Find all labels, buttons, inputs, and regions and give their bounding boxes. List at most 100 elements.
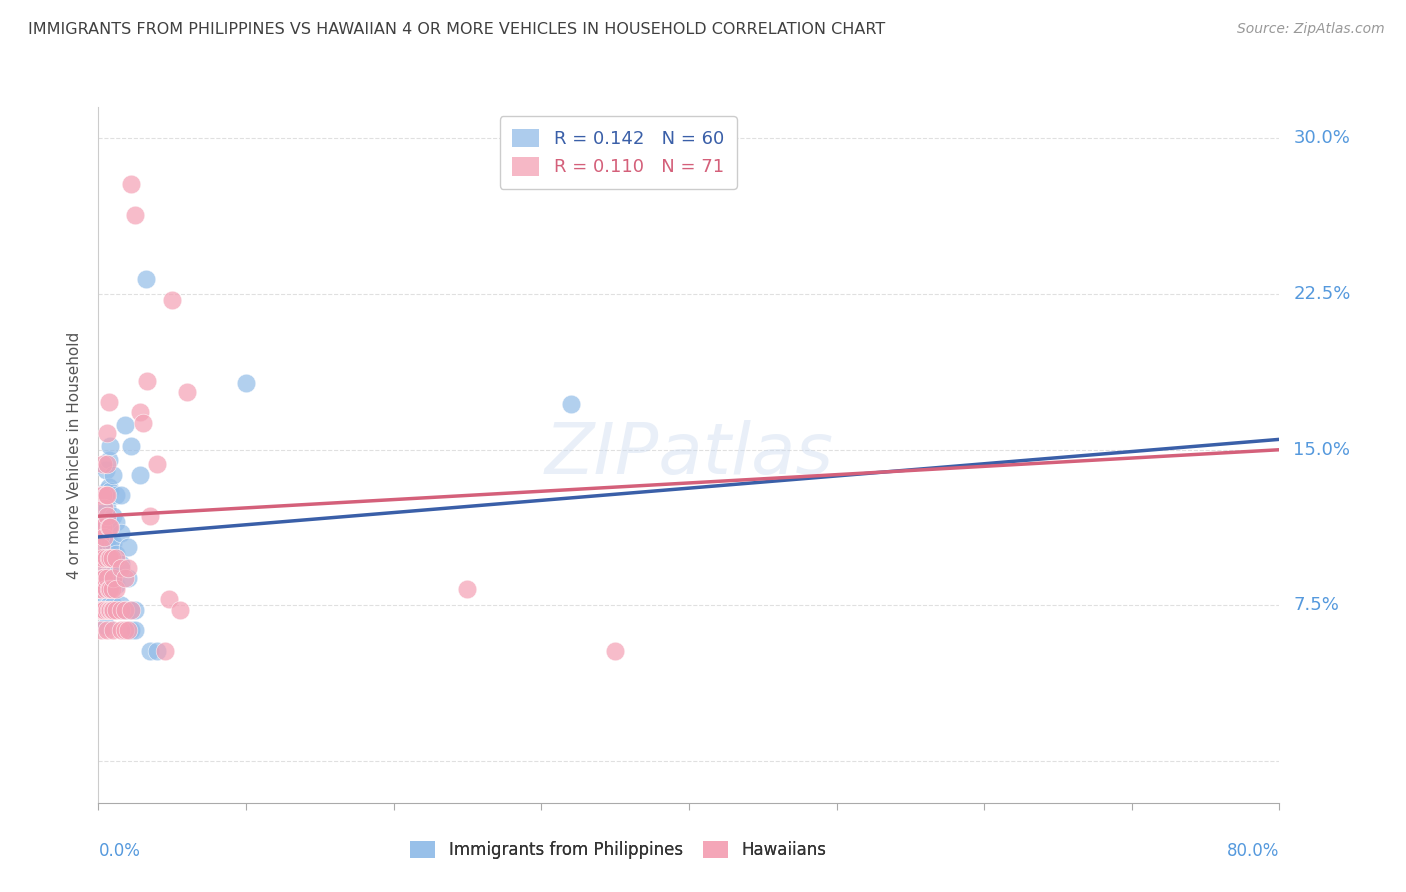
Point — [98, 536, 121, 550]
Point — [105, 550, 128, 565]
Point — [97, 547, 120, 561]
Point — [94, 557, 117, 571]
Point — [110, 624, 132, 638]
Point — [94, 582, 117, 596]
Point — [100, 582, 122, 596]
Point — [103, 509, 125, 524]
Point — [103, 467, 125, 482]
Point — [120, 602, 142, 616]
Point — [90, 561, 112, 575]
Point — [103, 536, 125, 550]
Point — [96, 572, 118, 586]
Point — [114, 624, 136, 638]
Point — [89, 530, 111, 544]
Point — [128, 405, 150, 419]
Text: Source: ZipAtlas.com: Source: ZipAtlas.com — [1237, 22, 1385, 37]
Point — [114, 417, 136, 432]
Point — [97, 453, 120, 467]
Point — [94, 509, 117, 524]
Point — [146, 644, 169, 658]
Point — [94, 619, 117, 633]
Text: 22.5%: 22.5% — [1294, 285, 1351, 303]
Point — [105, 488, 128, 502]
Point — [146, 457, 169, 471]
Point — [97, 519, 120, 533]
Point — [90, 602, 112, 616]
Point — [94, 484, 117, 499]
Point — [120, 602, 142, 616]
Point — [93, 572, 115, 586]
Point — [91, 550, 114, 565]
Point — [91, 602, 114, 616]
Point — [135, 272, 157, 286]
Point — [93, 500, 115, 515]
Point — [93, 602, 115, 616]
Point — [96, 500, 118, 515]
Point — [91, 572, 114, 586]
Point — [105, 547, 128, 561]
Point — [98, 516, 121, 530]
Point — [103, 624, 125, 638]
Point — [91, 457, 114, 471]
Point — [100, 602, 122, 616]
Point — [90, 557, 112, 571]
Point — [97, 567, 120, 582]
Point — [98, 519, 121, 533]
Point — [89, 582, 111, 596]
Point — [103, 599, 125, 613]
Point — [91, 525, 114, 540]
Text: 80.0%: 80.0% — [1227, 842, 1279, 860]
Point — [169, 602, 191, 616]
Point — [235, 376, 257, 391]
Text: ZIPatlas: ZIPatlas — [544, 420, 834, 490]
Point — [96, 536, 118, 550]
Text: 30.0%: 30.0% — [1294, 129, 1350, 147]
Point — [89, 550, 111, 565]
Point — [114, 602, 136, 616]
Point — [110, 602, 132, 616]
Point — [97, 582, 120, 596]
Point — [96, 509, 118, 524]
Point — [93, 530, 115, 544]
Point — [94, 488, 117, 502]
Point — [103, 572, 125, 586]
Point — [93, 500, 115, 515]
Point — [97, 395, 120, 409]
Point — [96, 584, 118, 599]
Text: IMMIGRANTS FROM PHILIPPINES VS HAWAIIAN 4 OR MORE VEHICLES IN HOUSEHOLD CORRELAT: IMMIGRANTS FROM PHILIPPINES VS HAWAIIAN … — [28, 22, 886, 37]
Text: 7.5%: 7.5% — [1294, 597, 1340, 615]
Point — [98, 550, 121, 565]
Point — [94, 578, 117, 592]
Point — [139, 644, 162, 658]
Point — [157, 592, 180, 607]
Point — [120, 624, 142, 638]
Point — [105, 578, 128, 592]
Point — [176, 384, 198, 399]
Point — [117, 561, 139, 575]
Point — [560, 397, 582, 411]
Point — [90, 582, 112, 596]
Point — [105, 516, 128, 530]
Point — [110, 599, 132, 613]
Text: 0.0%: 0.0% — [98, 842, 141, 860]
Point — [90, 541, 112, 555]
Legend: Immigrants from Philippines, Hawaiians: Immigrants from Philippines, Hawaiians — [402, 833, 834, 868]
Point — [98, 582, 121, 596]
Point — [117, 541, 139, 555]
Point — [103, 602, 125, 616]
Point — [153, 644, 176, 658]
Point — [98, 602, 121, 616]
Point — [97, 599, 120, 613]
Point — [93, 599, 115, 613]
Point — [93, 572, 115, 586]
Point — [124, 208, 146, 222]
Point — [90, 519, 112, 533]
Point — [117, 572, 139, 586]
Point — [100, 550, 122, 565]
Point — [90, 624, 112, 638]
Point — [114, 572, 136, 586]
Point — [120, 439, 142, 453]
Point — [94, 550, 117, 565]
Point — [110, 561, 132, 575]
Point — [98, 439, 121, 453]
